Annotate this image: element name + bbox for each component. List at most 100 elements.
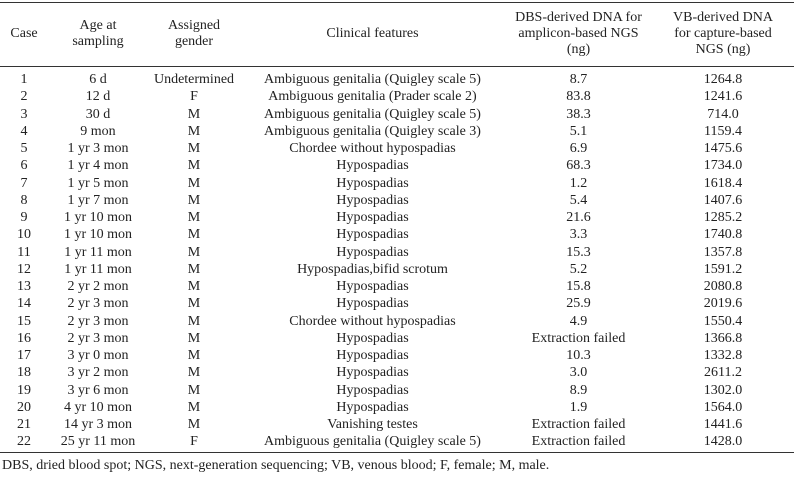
table-cell: 2019.6 [703, 296, 743, 312]
table-cell: 2611.2 [704, 365, 742, 381]
header-line: Assigned [167, 18, 221, 33]
table-cell: Hypospadias [336, 399, 409, 415]
table-cell: Hypospadias [336, 158, 409, 174]
table-cell: 13 [17, 279, 31, 294]
table-cell: M [187, 365, 201, 381]
table-cell: Hypospadias [336, 244, 409, 260]
table-cell: 1475.6 [703, 141, 743, 156]
table-cell: Extraction failed [531, 330, 626, 346]
table-cell: Ambiguous genitalia (Quigley scale 5) [264, 72, 481, 87]
table-cell: 4.9 [569, 313, 588, 329]
table-cell: 2 [20, 89, 28, 105]
header-line: VB-derived DNA [673, 10, 773, 25]
table-cell: F [190, 89, 198, 105]
table-cell: 1734.0 [703, 158, 743, 174]
table-cell: 16 [17, 330, 31, 346]
table-cell: 1 [20, 72, 28, 87]
table-cell: 9 mon [80, 123, 116, 139]
table-cell: Ambiguous genitalia (Quigley scale 5) [264, 106, 481, 122]
table-cell: M [187, 330, 201, 346]
table-cell: Hypospadias [336, 365, 409, 381]
table-cell: 6 d [89, 72, 107, 87]
table-cell: M [187, 192, 201, 208]
table-cell: 1 yr 5 mon [67, 175, 129, 191]
header-line: Clinical features [326, 26, 419, 41]
header-line: for capture-based [674, 26, 772, 41]
table-cell: 1 yr 10 mon [63, 227, 133, 243]
table-cell: 2 yr 2 mon [67, 279, 129, 294]
table-cell: 1428.0 [703, 434, 743, 450]
table-cell: 6.9 [569, 141, 588, 156]
table-cell: 14 [17, 296, 31, 312]
table-cell: 3.0 [569, 365, 588, 381]
table-cell: 1.2 [569, 175, 588, 191]
column-header: Clinical features [240, 2, 505, 66]
table-cell: Hypospadias [336, 175, 409, 191]
table-cell: Extraction failed [531, 434, 626, 450]
table-cell: M [187, 210, 201, 225]
table-cell: 1618.4 [703, 175, 743, 191]
table-cell: M [187, 399, 201, 415]
table-cell: 1407.6 [703, 192, 743, 208]
table-cell: M [187, 141, 201, 156]
table-cell: M [187, 279, 201, 294]
table-cell: 14 yr 3 mon [63, 417, 133, 432]
table-cell: 1302.0 [703, 382, 743, 398]
header-line: DBS-derived DNA for [515, 10, 642, 25]
table-cell: Hypospadias [336, 210, 409, 225]
table-cell: 11 [17, 244, 31, 260]
table-cell: 10 [17, 227, 31, 243]
header-line: Age at [79, 18, 117, 33]
table-cell: 5 [20, 141, 28, 156]
column-header: VB-derived DNA for capture-based NGS (ng) [652, 2, 794, 66]
table-cell: 5.4 [569, 192, 588, 208]
table-cell: 1740.8 [703, 227, 743, 243]
table-cell: F [190, 434, 198, 450]
table-cell: Vanishing testes [327, 417, 418, 432]
table-cell: 4 yr 10 mon [63, 399, 133, 415]
table-cell: 1 yr 11 mon [64, 261, 132, 277]
table-cell: 8 [20, 192, 28, 208]
table-cell: 15.8 [566, 279, 591, 294]
header-line: Case [10, 26, 38, 41]
table-cell: 68.3 [566, 158, 591, 174]
header-line: NGS (ng) [695, 42, 751, 57]
table-cell: 19 [17, 382, 31, 398]
column-header: Assigned gender [148, 2, 240, 66]
table-cell: 3 yr 6 mon [67, 382, 129, 398]
table-cell: Hypospadias,bifid scrotum [297, 261, 448, 277]
table-cell: 25.9 [566, 296, 591, 312]
header-line: gender [174, 34, 214, 49]
table-cell: 38.3 [566, 106, 591, 122]
table-cell: 3.3 [569, 227, 588, 243]
table-cell: 1564.0 [703, 399, 743, 415]
table-cell: M [187, 158, 201, 174]
table-cell: Hypospadias [336, 296, 409, 312]
table-cell: Hypospadias [336, 279, 409, 294]
column-header: Age at sampling [48, 2, 148, 66]
rule [0, 66, 794, 67]
table-cell: 8.7 [569, 72, 588, 87]
table-cell: 1159.4 [704, 123, 742, 139]
column-header: DBS-derived DNA for amplicon-based NGS (ng… [505, 2, 652, 66]
header-line: (ng) [566, 42, 591, 57]
table-cell: 1 yr 10 mon [63, 210, 133, 225]
table-cell: M [187, 106, 201, 122]
table-cell: Hypospadias [336, 192, 409, 208]
table-cell: M [187, 313, 201, 329]
rule [0, 2, 794, 3]
header-line: sampling [72, 34, 124, 49]
table-cell: 22 [17, 434, 31, 450]
table-cell: 1441.6 [703, 417, 743, 432]
table-cell: M [187, 261, 201, 277]
table-cell: 2 yr 3 mon [67, 296, 129, 312]
table-cell: Ambiguous genitalia (Quigley scale 5) [264, 434, 481, 450]
table-cell: 21.6 [566, 210, 591, 225]
table-cell: 6 [20, 158, 28, 174]
table-cell: 7 [20, 175, 28, 191]
table-cell: M [187, 244, 201, 260]
table-cell: 1357.8 [703, 244, 743, 260]
table-cell: Hypospadias [336, 330, 409, 346]
table-cell: 1591.2 [703, 261, 743, 277]
table-cell: 1 yr 3 mon [67, 141, 129, 156]
